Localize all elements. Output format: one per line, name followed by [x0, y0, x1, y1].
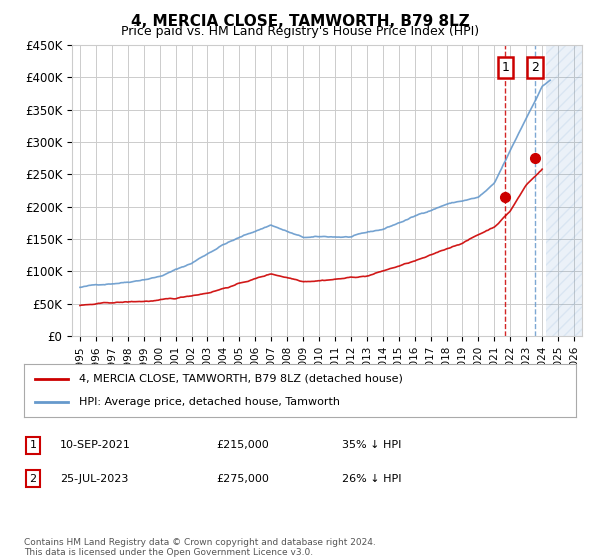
Text: Contains HM Land Registry data © Crown copyright and database right 2024.
This d: Contains HM Land Registry data © Crown c…	[24, 538, 376, 557]
Bar	[546, 45, 582, 336]
Text: 4, MERCIA CLOSE, TAMWORTH, B79 8LZ: 4, MERCIA CLOSE, TAMWORTH, B79 8LZ	[131, 14, 469, 29]
Text: 1: 1	[502, 61, 509, 74]
Text: 26% ↓ HPI: 26% ↓ HPI	[342, 474, 401, 484]
Text: 2: 2	[29, 474, 37, 484]
Text: £275,000: £275,000	[216, 474, 269, 484]
Text: HPI: Average price, detached house, Tamworth: HPI: Average price, detached house, Tamw…	[79, 397, 340, 407]
Text: 35% ↓ HPI: 35% ↓ HPI	[342, 440, 401, 450]
Text: 25-JUL-2023: 25-JUL-2023	[60, 474, 128, 484]
Text: 4, MERCIA CLOSE, TAMWORTH, B79 8LZ (detached house): 4, MERCIA CLOSE, TAMWORTH, B79 8LZ (deta…	[79, 374, 403, 384]
Text: 1: 1	[29, 440, 37, 450]
Text: 2: 2	[531, 61, 539, 74]
Text: £215,000: £215,000	[216, 440, 269, 450]
Text: 10-SEP-2021: 10-SEP-2021	[60, 440, 131, 450]
Text: Price paid vs. HM Land Registry's House Price Index (HPI): Price paid vs. HM Land Registry's House …	[121, 25, 479, 38]
